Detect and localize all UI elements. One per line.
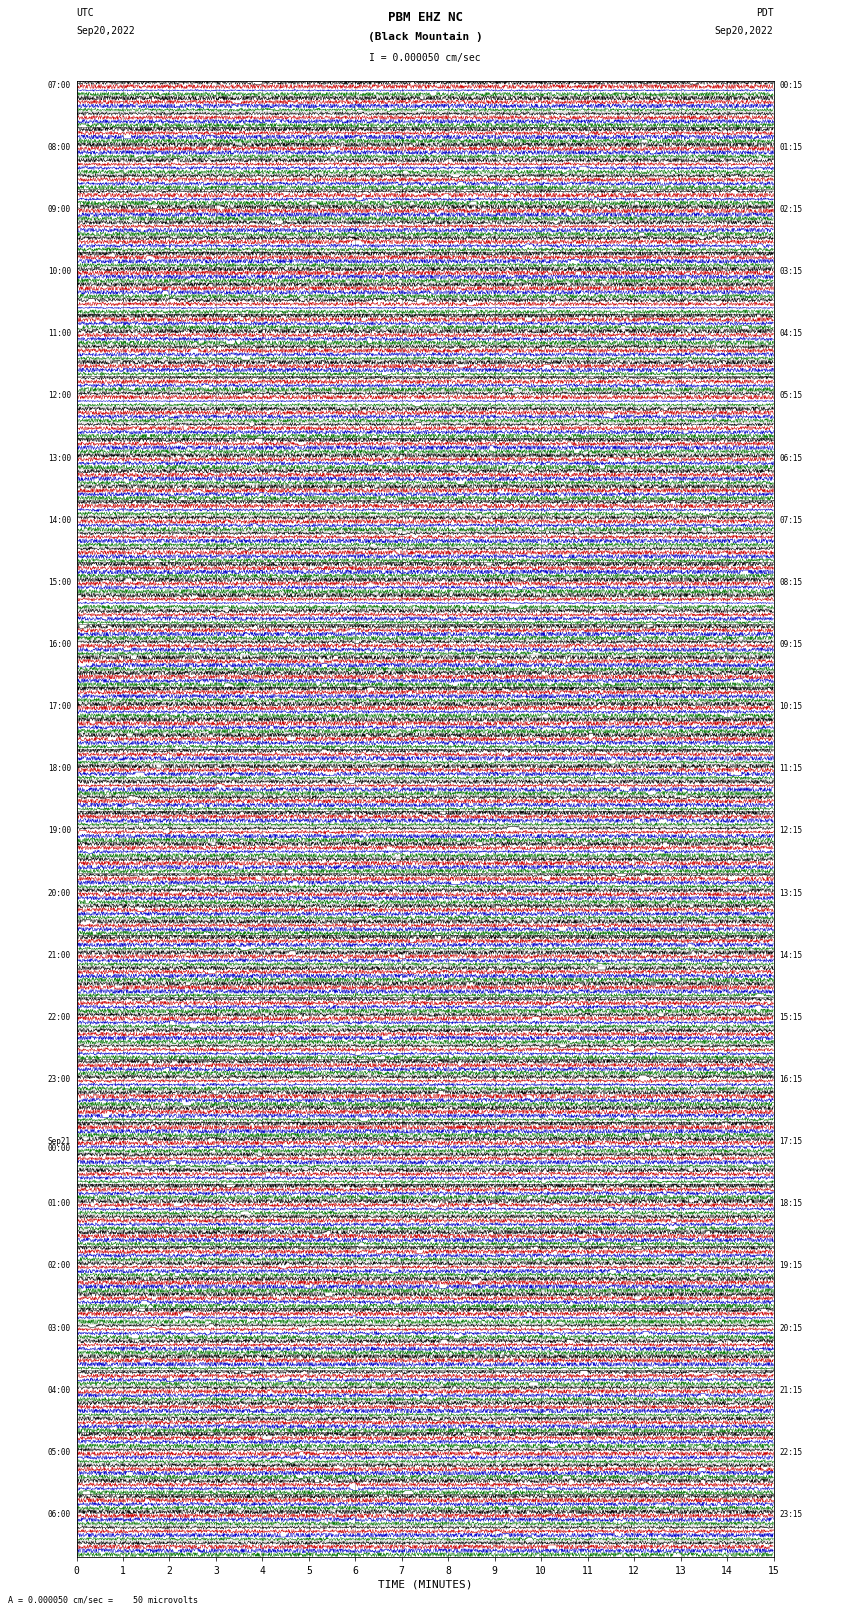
Text: 20:00: 20:00 <box>48 889 71 897</box>
Text: 04:00: 04:00 <box>48 1386 71 1395</box>
Text: 02:15: 02:15 <box>779 205 802 215</box>
Text: 00:15: 00:15 <box>779 81 802 90</box>
Text: 13:00: 13:00 <box>48 453 71 463</box>
Text: Sep20,2022: Sep20,2022 <box>715 26 774 35</box>
X-axis label: TIME (MINUTES): TIME (MINUTES) <box>377 1579 473 1590</box>
Text: 11:15: 11:15 <box>779 765 802 773</box>
Text: 08:00: 08:00 <box>48 144 71 152</box>
Text: UTC: UTC <box>76 8 94 18</box>
Text: 11:00: 11:00 <box>48 329 71 339</box>
Text: 06:00: 06:00 <box>48 1510 71 1519</box>
Text: 13:15: 13:15 <box>779 889 802 897</box>
Text: 05:00: 05:00 <box>48 1448 71 1457</box>
Text: 07:15: 07:15 <box>779 516 802 524</box>
Text: 15:00: 15:00 <box>48 577 71 587</box>
Text: 15:15: 15:15 <box>779 1013 802 1021</box>
Text: 00:00: 00:00 <box>48 1144 71 1153</box>
Text: 09:00: 09:00 <box>48 205 71 215</box>
Text: PDT: PDT <box>756 8 774 18</box>
Text: 18:00: 18:00 <box>48 765 71 773</box>
Text: 07:00: 07:00 <box>48 81 71 90</box>
Text: 03:15: 03:15 <box>779 268 802 276</box>
Text: 14:15: 14:15 <box>779 950 802 960</box>
Text: A = 0.000050 cm/sec =    50 microvolts: A = 0.000050 cm/sec = 50 microvolts <box>8 1595 199 1605</box>
Text: 19:00: 19:00 <box>48 826 71 836</box>
Text: 22:00: 22:00 <box>48 1013 71 1021</box>
Text: PBM EHZ NC: PBM EHZ NC <box>388 11 462 24</box>
Text: 02:00: 02:00 <box>48 1261 71 1271</box>
Text: 19:15: 19:15 <box>779 1261 802 1271</box>
Text: 17:00: 17:00 <box>48 702 71 711</box>
Text: 06:15: 06:15 <box>779 453 802 463</box>
Text: 12:15: 12:15 <box>779 826 802 836</box>
Text: 17:15: 17:15 <box>779 1137 802 1147</box>
Text: 16:15: 16:15 <box>779 1074 802 1084</box>
Text: 16:00: 16:00 <box>48 640 71 648</box>
Text: Sep20,2022: Sep20,2022 <box>76 26 135 35</box>
Text: 21:00: 21:00 <box>48 950 71 960</box>
Text: 12:00: 12:00 <box>48 392 71 400</box>
Text: 01:00: 01:00 <box>48 1198 71 1208</box>
Text: 23:15: 23:15 <box>779 1510 802 1519</box>
Text: Sep21: Sep21 <box>48 1137 71 1147</box>
Text: 22:15: 22:15 <box>779 1448 802 1457</box>
Text: 05:15: 05:15 <box>779 392 802 400</box>
Text: I = 0.000050 cm/sec: I = 0.000050 cm/sec <box>369 53 481 63</box>
Text: 20:15: 20:15 <box>779 1324 802 1332</box>
Text: 03:00: 03:00 <box>48 1324 71 1332</box>
Text: 21:15: 21:15 <box>779 1386 802 1395</box>
Text: 01:15: 01:15 <box>779 144 802 152</box>
Text: 04:15: 04:15 <box>779 329 802 339</box>
Text: 10:00: 10:00 <box>48 268 71 276</box>
Text: 10:15: 10:15 <box>779 702 802 711</box>
Text: 08:15: 08:15 <box>779 577 802 587</box>
Text: 18:15: 18:15 <box>779 1198 802 1208</box>
Text: 14:00: 14:00 <box>48 516 71 524</box>
Text: (Black Mountain ): (Black Mountain ) <box>367 32 483 42</box>
Text: 23:00: 23:00 <box>48 1074 71 1084</box>
Text: 09:15: 09:15 <box>779 640 802 648</box>
